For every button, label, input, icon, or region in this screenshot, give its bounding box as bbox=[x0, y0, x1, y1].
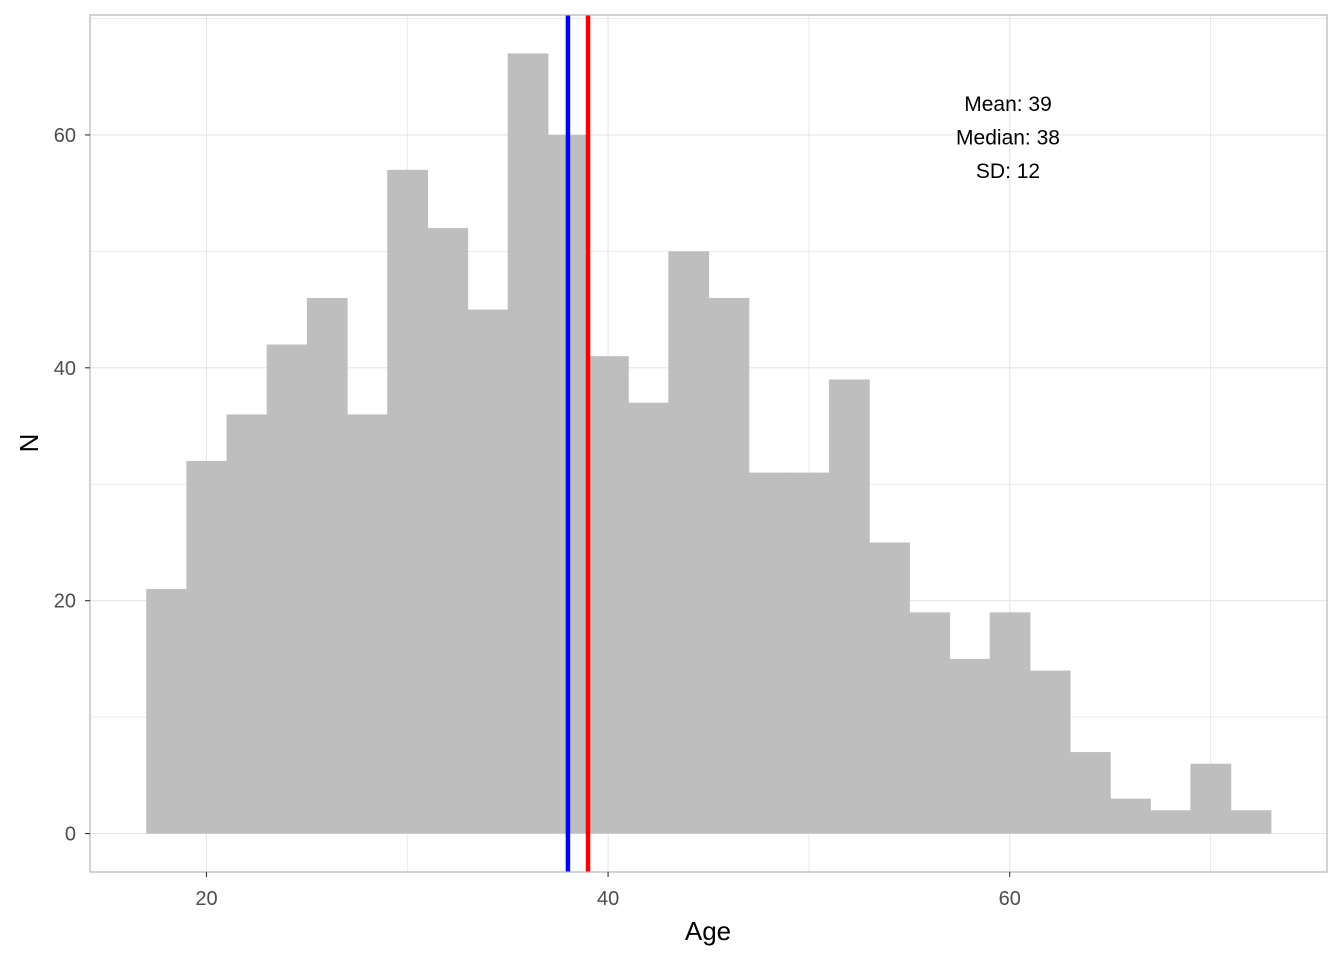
stats-annotation: Mean: 39 Median: 38 SD: 12 bbox=[956, 93, 1060, 183]
x-axis-ticks: 20 40 60 bbox=[195, 872, 1021, 910]
y-tick-label: 20 bbox=[54, 591, 76, 613]
histogram-bar bbox=[387, 169, 428, 834]
plot-panel-border bbox=[89, 14, 1328, 873]
x-tick-label: 60 bbox=[999, 888, 1021, 910]
y-tick-label: 0 bbox=[65, 824, 76, 846]
y-tick-label: 40 bbox=[54, 358, 76, 380]
histogram-bar bbox=[427, 228, 469, 834]
histogram-bar bbox=[1150, 810, 1192, 834]
histogram-bar bbox=[1190, 763, 1232, 834]
histogram-bar bbox=[1110, 798, 1151, 834]
annotation-line: Median: 38 bbox=[956, 127, 1060, 150]
histogram-bar bbox=[146, 589, 187, 834]
histogram-bars bbox=[146, 53, 1272, 834]
histogram-bar bbox=[989, 612, 1031, 834]
histogram-bar bbox=[347, 414, 388, 834]
y-axis-ticks: 0 20 40 60 bbox=[54, 125, 90, 846]
histogram-bar bbox=[1029, 670, 1071, 834]
histogram-bar bbox=[909, 612, 951, 834]
x-tick-label: 20 bbox=[195, 888, 217, 910]
histogram-bar bbox=[869, 542, 910, 834]
histogram-bar bbox=[266, 344, 308, 834]
histogram-bar bbox=[708, 297, 750, 834]
y-tick-label: 60 bbox=[54, 125, 76, 147]
histogram-bar bbox=[668, 251, 710, 834]
annotation-line: SD: 12 bbox=[976, 160, 1040, 183]
histogram-bar bbox=[788, 472, 830, 834]
histogram-bar bbox=[949, 658, 991, 834]
histogram-bar bbox=[628, 402, 669, 834]
histogram-bar bbox=[588, 356, 629, 834]
histogram-bar bbox=[186, 460, 228, 834]
x-tick-label: 40 bbox=[597, 888, 619, 910]
histogram-bar bbox=[226, 414, 268, 834]
histogram-bar bbox=[748, 472, 790, 834]
x-axis-title: Age bbox=[685, 916, 731, 946]
histogram-bar bbox=[507, 53, 549, 834]
histogram-bar bbox=[306, 297, 348, 834]
annotation-line: Mean: 39 bbox=[964, 93, 1052, 116]
histogram-bar bbox=[828, 379, 870, 834]
y-axis-title: N bbox=[14, 434, 44, 453]
histogram-bar bbox=[1069, 752, 1111, 834]
histogram-bar bbox=[1230, 810, 1272, 834]
histogram-bar bbox=[467, 309, 509, 834]
reference-lines bbox=[565, 15, 591, 872]
